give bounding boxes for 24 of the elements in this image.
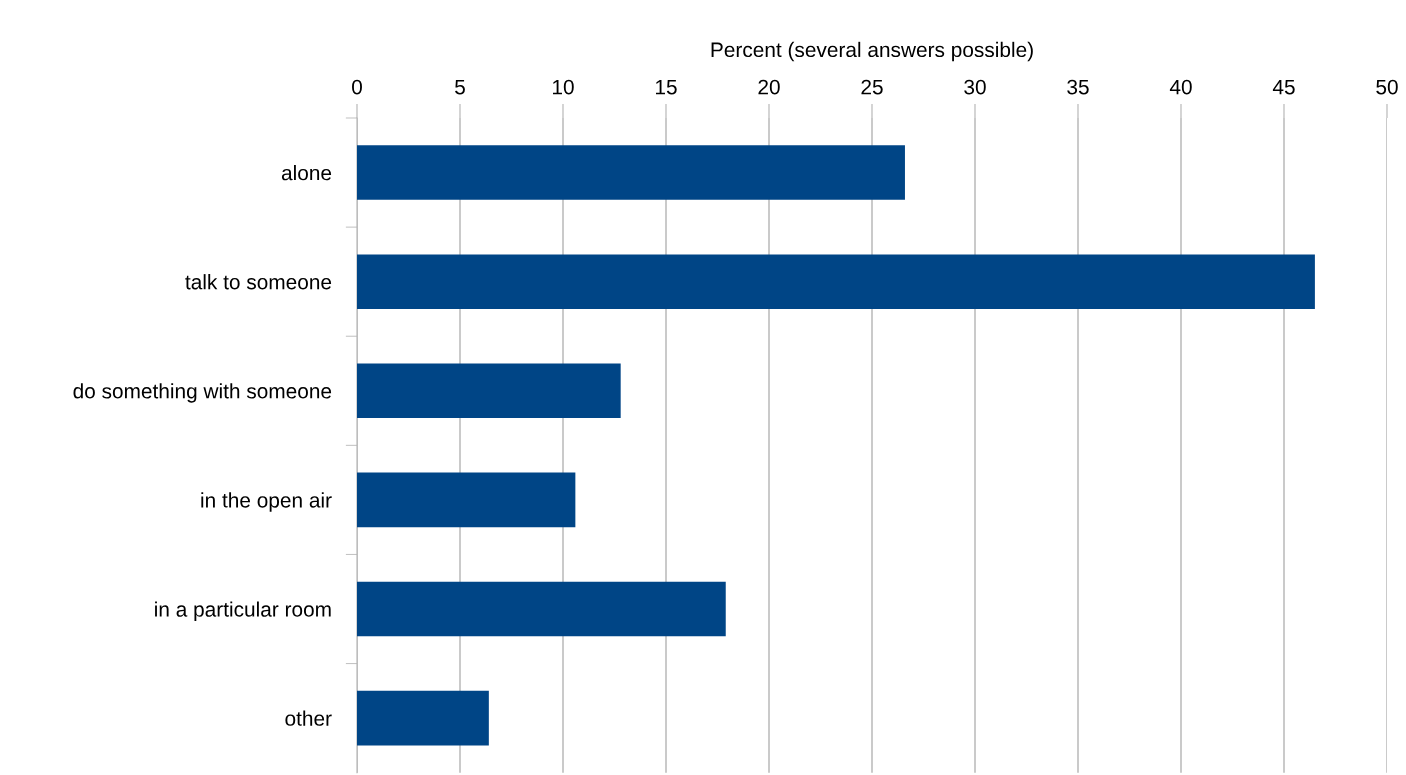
y-tick-label: other bbox=[285, 710, 332, 726]
y-tick-label: in a particular room bbox=[155, 601, 331, 621]
x-axis-title: Percent (several answers possible) bbox=[711, 41, 1033, 62]
y-tick-label: talk to someone bbox=[185, 274, 332, 290]
bar bbox=[357, 690, 489, 746]
x-tick-label: 35 bbox=[1067, 79, 1089, 95]
x-tick-label: 50 bbox=[1376, 79, 1398, 95]
x-tick-label: 20 bbox=[758, 79, 780, 95]
y-tick-label: alone bbox=[281, 165, 332, 181]
x-tick-label: 45 bbox=[1272, 79, 1295, 95]
y-tick-label: in the open air bbox=[201, 492, 332, 512]
x-tick-label: 10 bbox=[553, 79, 574, 95]
x-tick-label: 25 bbox=[861, 79, 883, 95]
bar bbox=[357, 472, 576, 528]
y-tick-label: do something with someone bbox=[73, 383, 332, 403]
bar bbox=[357, 254, 1315, 309]
bar bbox=[357, 145, 905, 200]
x-tick-label: 5 bbox=[455, 79, 465, 95]
bar bbox=[357, 581, 726, 637]
x-tick-label: 40 bbox=[1169, 79, 1192, 95]
x-tick-label: 15 bbox=[656, 79, 677, 95]
x-tick-label: 0 bbox=[352, 79, 362, 95]
bar bbox=[357, 363, 621, 419]
x-tick-label: 30 bbox=[964, 79, 986, 95]
